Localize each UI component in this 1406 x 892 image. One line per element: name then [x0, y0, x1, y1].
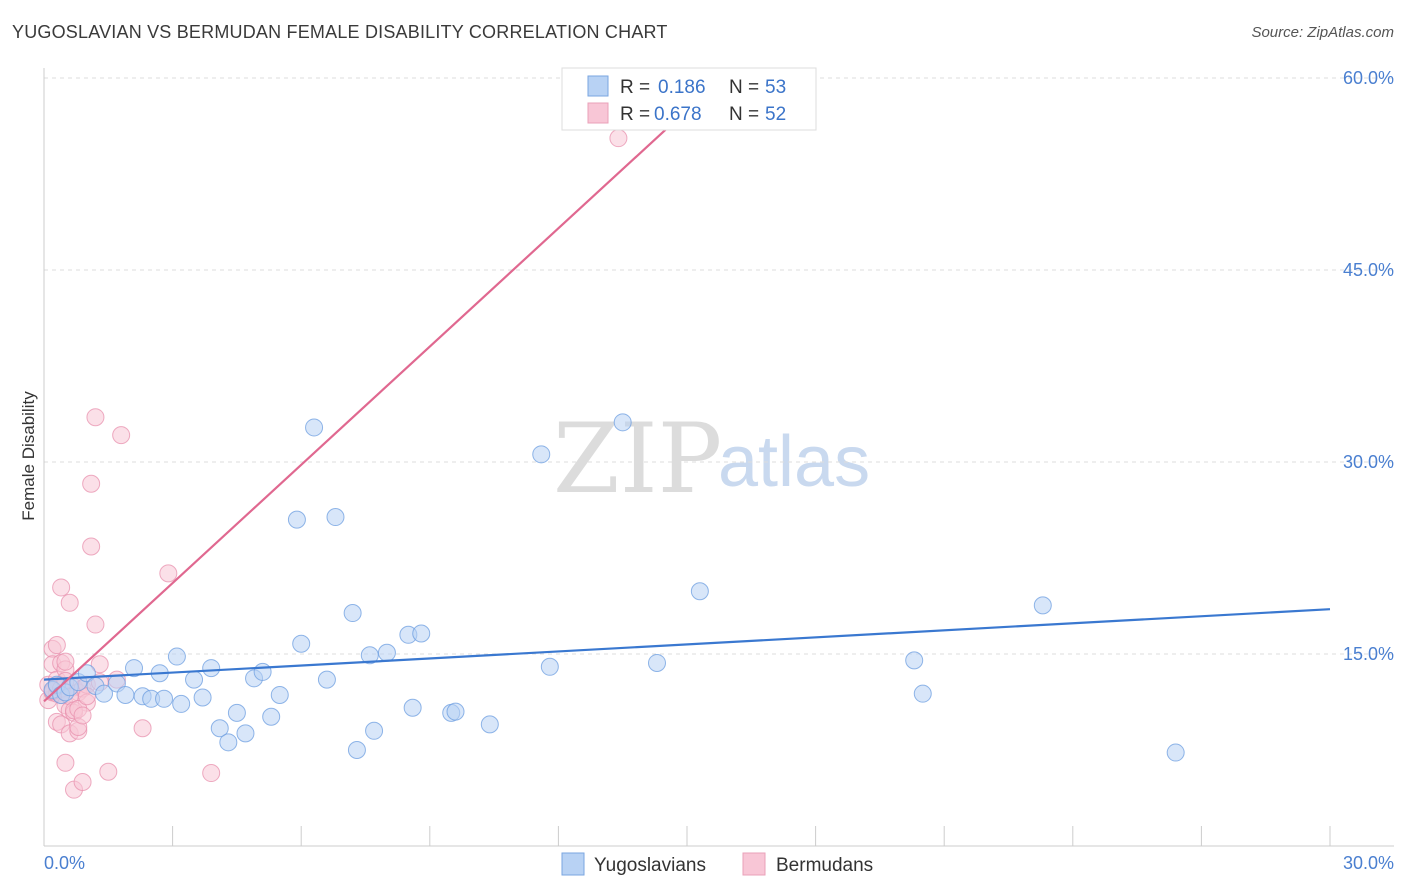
y-tick-label: 30.0%	[1343, 452, 1394, 472]
bermudans-point	[133, 719, 152, 738]
yugoslavians-point	[347, 741, 366, 759]
yugoslavians-point	[647, 653, 666, 672]
yugoslavians-point	[270, 685, 289, 704]
legend-r-value-bermudans: 0.678	[654, 104, 702, 125]
yugoslavians-point	[210, 719, 229, 738]
yugoslavians-point	[412, 624, 431, 643]
bottom-legend-swatch-yugoslavians	[561, 852, 585, 876]
yugoslavians-point	[95, 684, 114, 703]
yugoslavians-point	[155, 689, 174, 708]
yugoslavians-point	[116, 685, 135, 704]
yugoslavians-point	[193, 688, 212, 707]
yugoslavians-point	[540, 657, 559, 676]
yugoslavians-point	[185, 670, 204, 689]
yugoslavians-point	[913, 684, 932, 703]
bermudans-point	[73, 706, 92, 725]
yugoslavians-point	[227, 703, 246, 722]
series-legend: Yugoslavians Bermudans	[561, 852, 873, 876]
yugoslavians-point	[219, 733, 238, 752]
yugoslavians-point	[202, 659, 221, 678]
y-tick-labels: 15.0% 30.0% 45.0% 60.0%	[1343, 68, 1394, 664]
gridlines	[44, 77, 1394, 655]
yugoslavians-point	[317, 670, 336, 689]
yugoslavians-point	[360, 646, 379, 665]
legend-swatch-yugoslavians	[587, 75, 609, 97]
legend-n-label-yugoslavians: N =	[729, 77, 759, 98]
yugoslavians-trend-line	[43, 608, 1331, 681]
yugoslavians-point	[172, 694, 191, 713]
x-tick-label-min: 0.0%	[44, 853, 85, 873]
trend-lines	[43, 109, 1331, 703]
yugoslavians-point	[403, 698, 422, 717]
x-tick-label-max: 30.0%	[1343, 853, 1394, 873]
yugoslavians-point	[305, 418, 324, 437]
y-tick-label: 45.0%	[1343, 260, 1394, 280]
bermudans-trend-line	[43, 109, 688, 703]
yugoslavians-point	[167, 647, 186, 666]
yugoslavians-point	[1033, 596, 1052, 615]
y-axis-label: Female Disability	[19, 391, 38, 521]
yugoslavians-point	[613, 413, 632, 432]
bermudans-point	[86, 615, 105, 634]
y-tick-label: 15.0%	[1343, 644, 1394, 664]
yugoslavians-point	[1166, 743, 1185, 762]
bermudans-point	[82, 474, 101, 493]
yugoslavians-point	[690, 582, 709, 601]
bermudans-point	[52, 578, 71, 597]
correlation-legend: R = 0.186 N = 53 R = 0.678 N = 52	[561, 67, 817, 131]
yugoslavians-point	[326, 508, 345, 527]
bermudans-point	[86, 408, 105, 427]
bottom-legend-label-yugoslavians: Yugoslavians	[594, 855, 706, 876]
source-credit: Source: ZipAtlas.com	[1251, 24, 1394, 41]
yugoslavians-point	[532, 445, 551, 464]
x-ticks	[43, 826, 1331, 846]
bermudans-point	[202, 764, 221, 783]
yugoslavians-point	[253, 662, 272, 681]
bermudans-point	[47, 636, 66, 655]
yugoslavians-point	[236, 724, 255, 743]
watermark-zip: ZIP	[553, 403, 722, 515]
yugoslavians-point	[262, 707, 281, 726]
yugoslavians-point	[446, 702, 465, 721]
bermudans-point	[99, 762, 118, 781]
bottom-legend-label-bermudans: Bermudans	[776, 855, 873, 876]
bermudans-point	[609, 129, 628, 148]
bottom-legend-swatch-bermudans	[742, 852, 766, 876]
legend-swatch-bermudans	[587, 102, 609, 124]
legend-n-label-bermudans: N =	[729, 104, 759, 125]
axes	[43, 68, 1394, 847]
bermudans-point	[90, 655, 109, 674]
yugoslavians-point	[343, 604, 362, 623]
yugoslavians-point	[292, 634, 311, 653]
legend-n-value-bermudans: 52	[765, 104, 786, 125]
legend-r-label-yugoslavians: R =	[620, 77, 650, 98]
yugoslavians-point	[377, 643, 396, 662]
bermudans-point	[159, 564, 178, 583]
yugoslavians-point	[365, 721, 384, 740]
y-tick-label: 60.0%	[1343, 68, 1394, 88]
bermudans-point	[73, 773, 92, 791]
yugoslavians-point	[125, 659, 144, 678]
legend-n-value-yugoslavians: 53	[765, 77, 786, 98]
yugoslavians-point	[905, 651, 924, 670]
bermudans-point	[56, 652, 75, 671]
legend-r-value-yugoslavians: 0.186	[658, 77, 706, 98]
yugoslavians-point	[287, 510, 306, 529]
chart-title: YUGOSLAVIAN VS BERMUDAN FEMALE DISABILIT…	[12, 22, 668, 42]
bermudans-point	[112, 426, 131, 445]
legend-r-label-bermudans: R =	[620, 104, 650, 125]
bermudans-point	[82, 537, 101, 556]
bermudans-point	[56, 753, 75, 772]
yugoslavians-point	[480, 715, 499, 734]
bermudans-point	[60, 593, 79, 612]
